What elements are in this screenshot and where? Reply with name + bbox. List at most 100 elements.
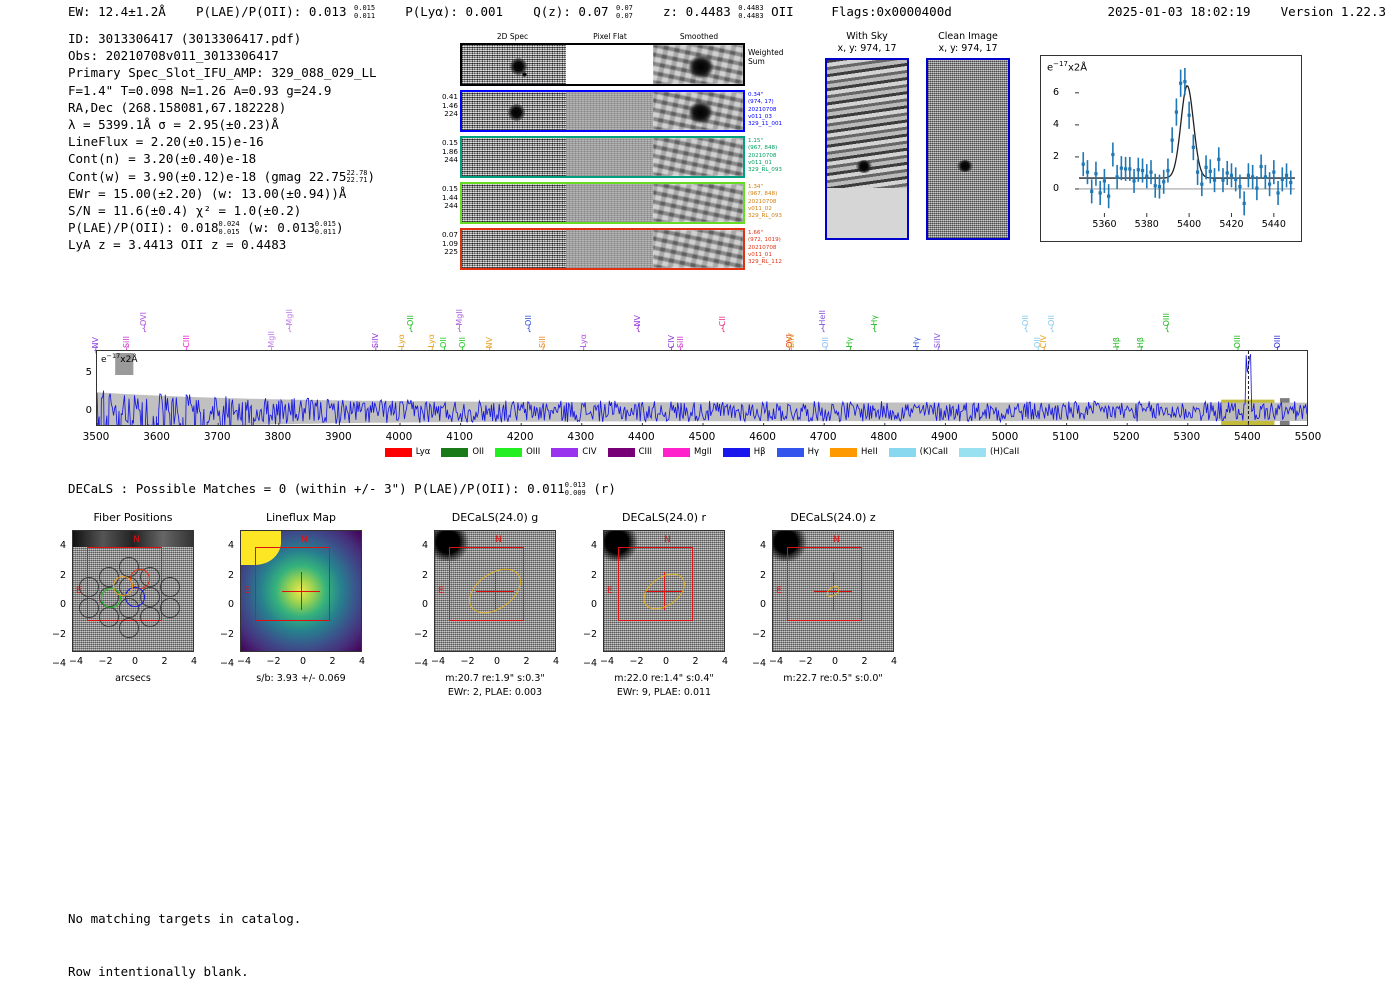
cutout-ytick: −2	[582, 628, 597, 640]
cutout-xtick: −4	[768, 656, 783, 667]
header-plya-value: 0.001	[465, 4, 504, 19]
spectrum-xtick: 3800	[264, 431, 292, 443]
spectrum-xtick: 5500	[1294, 431, 1322, 443]
spectrum-units-annotation: e−17x2Å	[101, 352, 138, 365]
col-header-2dspec: 2D Spec	[496, 32, 529, 41]
compass-north-label: N	[833, 535, 840, 545]
legend-item: Hγ	[776, 447, 819, 457]
spec-row-3-left-labels: 0.15 1.44 244	[441, 184, 458, 211]
clean-image	[926, 58, 1010, 240]
spectrum-xtick: 4100	[446, 431, 473, 443]
legend-swatch	[663, 447, 691, 457]
spectrum-xtick: 4300	[567, 431, 595, 443]
cutout-xtick: 2	[861, 656, 868, 667]
fiber-circle-highlight	[125, 587, 146, 607]
legend-swatch	[607, 447, 635, 457]
spectrum-ytick: 0	[85, 404, 92, 416]
linefit-ytick: 4	[1053, 118, 1060, 130]
spectrum-line-bracket: {	[1164, 324, 1171, 334]
cutout-xtick: 2	[329, 656, 336, 667]
cutout-xtick: −4	[430, 656, 445, 667]
compass-east-label: E	[76, 586, 82, 597]
spectrum-xtick: 5300	[1173, 431, 1201, 443]
spec-row-4-left-labels: 0.07 1.09 225	[441, 230, 458, 257]
compass-north-label: N	[133, 535, 140, 545]
spectrum-line-bracket: {	[286, 324, 293, 334]
info-id: ID: 3013306417 (3013306417.pdf)	[68, 31, 302, 46]
linefit-xtick: 5360	[1092, 219, 1117, 230]
linefit-units-annotation: e−17x2Å	[1047, 60, 1088, 74]
cutout-caption-2: EWr: 2, PLAE: 0.003	[447, 687, 543, 698]
cutout-bright-source	[435, 531, 469, 561]
header-qz-label: Q(z):	[533, 4, 571, 19]
cutout-ytick: 0	[227, 599, 234, 610]
spectrum-line-bracket: {	[1023, 324, 1029, 334]
cutout-region-box	[787, 546, 862, 621]
legend-label: Hβ	[753, 447, 766, 457]
fiber-circle-highlight	[113, 576, 134, 597]
cutout-region-box	[449, 546, 524, 621]
cutout-xtick: 2	[523, 656, 530, 667]
info-radec: RA,Dec (268.158081,67.182228)	[68, 99, 287, 115]
cutout-xtick: −2	[98, 656, 113, 667]
spectrum-xtick: 4900	[931, 431, 958, 443]
cutout-region-box	[255, 546, 330, 621]
footer-note: No matching targets in catalog. Row inte…	[68, 875, 301, 998]
spec-row-1	[460, 90, 745, 132]
info-cont-w: Cont(w) = 3.90(±0.12)e-18 (gmag 22.7522.…	[68, 168, 376, 184]
spec-row-4	[460, 228, 745, 270]
cutout-ytick: −4	[582, 658, 597, 669]
cutout-region-box	[618, 546, 693, 621]
cutout-xtick: −2	[629, 656, 644, 667]
spectrum-axes: e−17x2Å	[96, 350, 1308, 426]
legend-label: CIII	[638, 447, 653, 457]
cutout-xtick: 4	[190, 656, 198, 667]
cutout-ytick: −4	[413, 658, 428, 669]
cutout-top-strip	[73, 531, 193, 547]
header-qz-value: 0.07	[578, 4, 609, 19]
cutout-ytick: −4	[751, 658, 766, 669]
legend-swatch	[830, 447, 858, 457]
cutout-xtick: 0	[493, 656, 501, 667]
legend-swatch	[441, 447, 469, 457]
cutout-xtick: −4	[599, 656, 614, 667]
spectrum-line-bracket: {	[526, 324, 533, 334]
cutout-caption-1: m:20.7 re:1.9" s:0.3"	[445, 673, 545, 684]
cutout-ytick: −2	[751, 628, 766, 640]
spec-row-1-right-labels: 0.34" (974, 17) 20210708 v011_03 329_11_001	[748, 92, 783, 128]
info-ewr: EWr = 15.00(±2.20) (w: 13.00(±0.94))Å	[68, 185, 347, 201]
legend-swatch	[722, 447, 750, 457]
cutout-xtick: −2	[798, 656, 813, 667]
cutout-xtick: 4	[890, 656, 898, 667]
spec-row-2-right-labels: 1.15" (967, 848) 20210708 v011_01 329_RL_093	[748, 138, 782, 174]
header-summary-line: EW: 12.4±1.2Å P(LAE)/P(OII): 0.013 0.015…	[68, 4, 952, 20]
cutout-xtick: 0	[662, 656, 670, 667]
legend-label: (H)CaII	[990, 447, 1020, 457]
spectrum-xtick: 3900	[325, 431, 352, 443]
legend-item: (K)CaII	[888, 447, 948, 457]
cutout-ytick: 2	[227, 569, 234, 581]
cutout-ytick: 0	[421, 599, 428, 610]
cutout-ytick: 2	[759, 569, 766, 581]
legend-item: (H)CaII	[959, 447, 1019, 457]
header-z-frac: 0.4483 0.4483	[738, 4, 764, 20]
2d-spectra-panel: 2D Spec Pixel Flat Smoothed Weighted Sum…	[425, 32, 810, 270]
cutout-xtick: 2	[692, 656, 699, 667]
legend-item: Lyα	[384, 447, 430, 457]
compass-north-label: N	[495, 535, 502, 545]
cell-2dspec-row3	[462, 184, 566, 222]
header-timestamp-version: 2025-01-03 18:02:19 Version 1.22.3	[1108, 4, 1386, 19]
cutout-ytick: 0	[590, 599, 597, 610]
legend-swatch	[776, 447, 804, 457]
header-plya-label: P(Lyα):	[405, 4, 458, 19]
spectrum-ytick: 5	[85, 366, 92, 378]
cutout-ytick: 4	[59, 540, 66, 551]
cutout-ytick: 0	[59, 599, 66, 610]
cutout-title-1: Lineflux Map	[265, 511, 337, 524]
with-sky-image	[825, 58, 909, 240]
